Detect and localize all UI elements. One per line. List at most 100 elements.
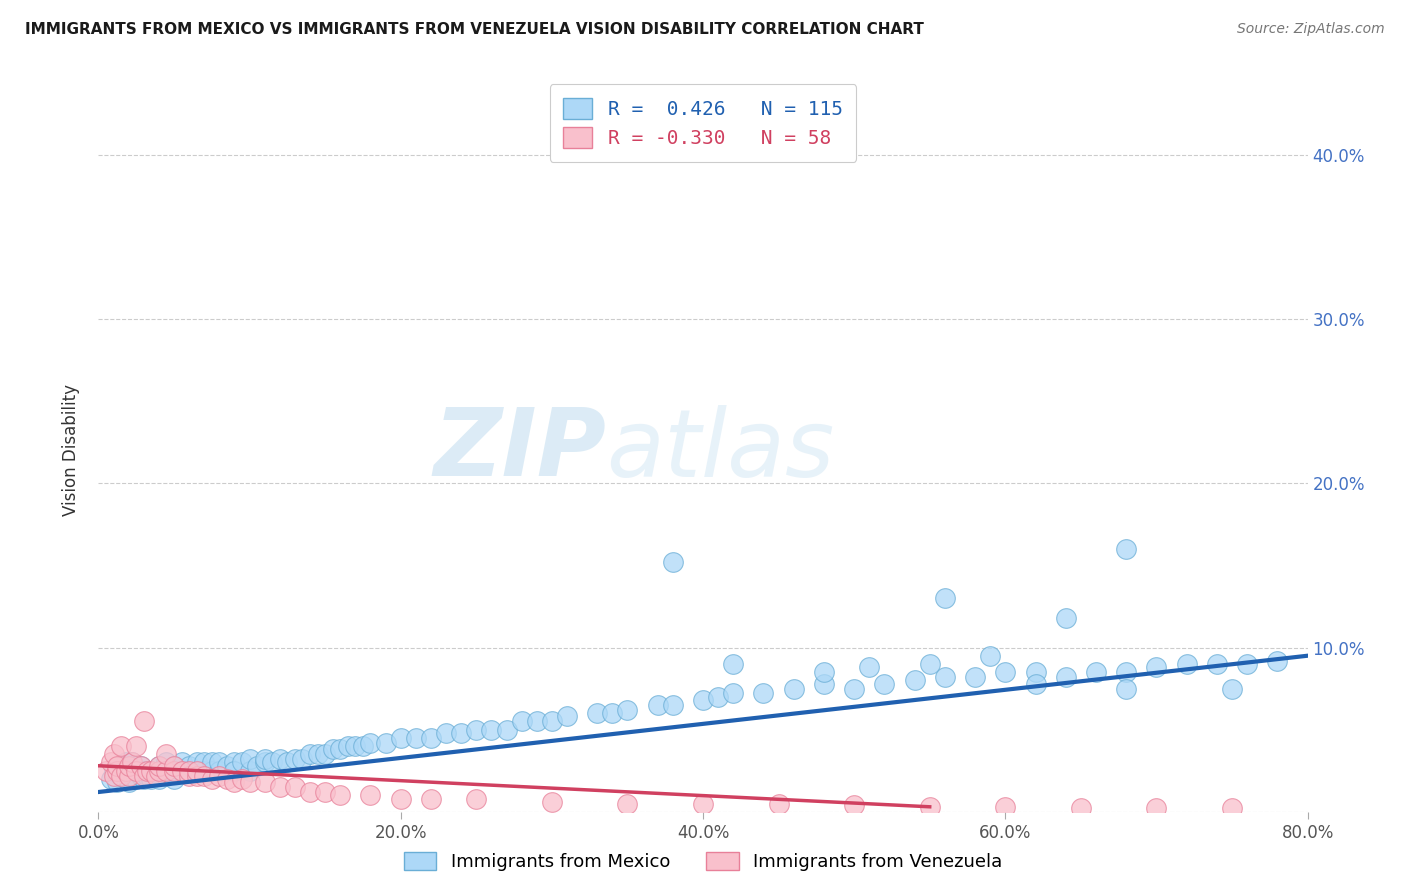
- Point: [616, 703, 638, 717]
- Point: [201, 764, 224, 778]
- Point: [148, 764, 170, 778]
- Point: [434, 726, 457, 740]
- Point: [616, 797, 638, 811]
- Point: [374, 736, 396, 750]
- Point: [1267, 654, 1289, 668]
- Point: [110, 769, 132, 783]
- Point: [450, 726, 472, 740]
- Point: [1220, 801, 1243, 815]
- Point: [148, 758, 170, 772]
- Point: [100, 772, 122, 786]
- Point: [193, 764, 215, 778]
- Point: [692, 693, 714, 707]
- Point: [291, 752, 314, 766]
- Point: [118, 769, 141, 783]
- Point: [125, 739, 148, 753]
- Point: [129, 758, 152, 772]
- Point: [314, 747, 336, 762]
- Point: [692, 797, 714, 811]
- Point: [129, 769, 152, 783]
- Point: [110, 769, 132, 783]
- Point: [170, 764, 193, 778]
- Point: [118, 775, 141, 789]
- Point: [360, 736, 382, 750]
- Point: [100, 756, 122, 770]
- Point: [661, 698, 683, 712]
- Point: [420, 731, 443, 745]
- Point: [360, 789, 382, 803]
- Point: [1115, 541, 1137, 556]
- Point: [602, 706, 624, 721]
- Point: [465, 791, 488, 805]
- Point: [1115, 681, 1137, 696]
- Point: [121, 756, 143, 770]
- Point: [132, 764, 155, 778]
- Point: [389, 731, 412, 745]
- Point: [1175, 657, 1198, 671]
- Point: [179, 758, 201, 772]
- Point: [163, 764, 186, 778]
- Point: [105, 758, 128, 772]
- Point: [135, 769, 157, 783]
- Legend: R =  0.426   N = 115, R = -0.330   N = 58: R = 0.426 N = 115, R = -0.330 N = 58: [550, 85, 856, 161]
- Point: [121, 769, 143, 783]
- Point: [239, 752, 262, 766]
- Point: [307, 747, 329, 762]
- Point: [231, 772, 253, 786]
- Point: [239, 764, 262, 778]
- Point: [813, 676, 835, 690]
- Point: [201, 756, 224, 770]
- Point: [224, 775, 246, 789]
- Point: [723, 657, 745, 671]
- Point: [186, 764, 208, 778]
- Point: [1206, 657, 1229, 671]
- Point: [269, 752, 291, 766]
- Point: [405, 731, 427, 745]
- Point: [224, 764, 246, 778]
- Point: [1054, 670, 1077, 684]
- Point: [215, 758, 238, 772]
- Text: Source: ZipAtlas.com: Source: ZipAtlas.com: [1237, 22, 1385, 37]
- Point: [148, 758, 170, 772]
- Point: [132, 769, 155, 783]
- Point: [420, 791, 443, 805]
- Point: [540, 714, 562, 729]
- Point: [965, 670, 987, 684]
- Point: [707, 690, 730, 704]
- Point: [103, 747, 125, 762]
- Point: [150, 764, 173, 778]
- Point: [495, 723, 517, 737]
- Point: [155, 764, 177, 778]
- Point: [121, 756, 143, 770]
- Point: [813, 665, 835, 680]
- Point: [768, 797, 790, 811]
- Legend: Immigrants from Mexico, Immigrants from Venezuela: Immigrants from Mexico, Immigrants from …: [396, 845, 1010, 879]
- Point: [145, 769, 167, 783]
- Point: [110, 739, 132, 753]
- Point: [170, 756, 193, 770]
- Point: [276, 756, 298, 770]
- Point: [586, 706, 609, 721]
- Point: [1115, 665, 1137, 680]
- Point: [160, 764, 183, 778]
- Point: [934, 670, 956, 684]
- Point: [661, 555, 683, 569]
- Point: [110, 758, 132, 772]
- Point: [145, 769, 167, 783]
- Point: [239, 775, 262, 789]
- Point: [510, 714, 533, 729]
- Point: [208, 756, 231, 770]
- Point: [132, 714, 155, 729]
- Point: [253, 756, 276, 770]
- Point: [193, 769, 215, 783]
- Point: [1236, 657, 1258, 671]
- Point: [526, 714, 548, 729]
- Point: [208, 764, 231, 778]
- Point: [186, 764, 208, 778]
- Point: [873, 676, 896, 690]
- Point: [163, 758, 186, 772]
- Point: [994, 799, 1017, 814]
- Point: [299, 747, 322, 762]
- Point: [253, 752, 276, 766]
- Point: [336, 739, 359, 753]
